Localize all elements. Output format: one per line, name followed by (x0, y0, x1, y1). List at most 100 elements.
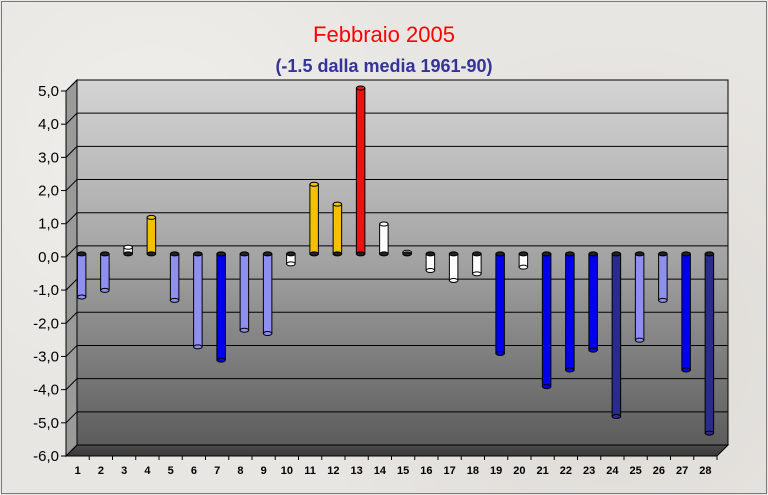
chart-subtitle: (-1.5 dalla media 1961-90) (275, 56, 493, 76)
bar-12 (332, 203, 343, 255)
bar-7 (216, 253, 226, 361)
gridline (65, 112, 728, 125)
bar-25 (634, 253, 645, 341)
x-tick-label: 20 (513, 465, 525, 477)
bar-cap (286, 261, 296, 267)
bar-cap (541, 384, 552, 390)
x-tick-label: 6 (191, 465, 197, 477)
x-tick-label: 15 (397, 465, 409, 477)
x-tick-label: 28 (699, 465, 711, 477)
bar-base-cap (658, 251, 668, 257)
x-tick-label: 4 (144, 465, 151, 477)
bar-27 (681, 253, 691, 371)
gridline (65, 245, 728, 258)
bar-cap (472, 271, 482, 277)
x-tick-label: 23 (583, 465, 595, 477)
bar-base-cap (332, 251, 343, 257)
bar-cap (658, 297, 668, 303)
bar-base-cap (472, 251, 482, 257)
bar-cap (425, 268, 436, 273)
bar-21 (541, 253, 552, 388)
bar-13 (355, 87, 366, 255)
bar-4 (146, 216, 157, 255)
y-tick-label: -3,0 (33, 348, 59, 365)
x-tick-label: 10 (281, 465, 293, 477)
x-tick-label: 11 (304, 465, 316, 477)
bar-cap (332, 201, 343, 207)
bar-cap (239, 327, 250, 333)
bar-base-cap (518, 251, 529, 257)
y-tick-label: -2,0 (33, 315, 59, 332)
gridline (65, 344, 728, 357)
bar-22 (565, 253, 575, 371)
bar-28 (704, 253, 715, 434)
bar-cap (309, 181, 319, 187)
bar-24 (611, 253, 622, 417)
bar-cap (216, 357, 226, 363)
gridline (65, 212, 728, 225)
bar-base-cap (146, 251, 157, 257)
y-tick-label: 0,0 (38, 249, 59, 266)
bar-17 (448, 253, 459, 281)
chart-title: Febbraio 2005 (313, 22, 455, 47)
bar-base-cap (193, 251, 203, 257)
bar-base-cap (309, 251, 319, 257)
y-tick-label: -4,0 (33, 382, 59, 399)
bar-base-cap (402, 251, 412, 257)
bar-cap (611, 414, 622, 419)
x-tick-label: 5 (168, 465, 174, 477)
plot-side-wall (65, 78, 78, 458)
x-tick-label: 14 (374, 465, 387, 477)
bar-base-cap (588, 251, 598, 257)
bar-cap (379, 221, 389, 227)
x-tick-label: 2 (98, 465, 104, 477)
bar-base-cap (565, 251, 575, 257)
bar-cap (193, 344, 203, 350)
x-tick-label: 1 (75, 465, 81, 477)
bar-base-cap (286, 251, 296, 257)
bar-base-cap (216, 251, 226, 257)
x-tick-label: 16 (420, 465, 432, 477)
bar-cap (448, 277, 459, 283)
bar-base-cap (169, 251, 180, 257)
bar-26 (658, 253, 668, 301)
x-tick-label: 18 (467, 465, 479, 477)
y-tick-label: 2,0 (38, 183, 59, 200)
plot-area: 5,0 4,0 3,0 2,0 1,0 0,0 -1,0 -2,0 -3,0 -4,0 -5,0 -6… (33, 78, 730, 477)
bar-8 (239, 253, 250, 331)
bar-cap (495, 350, 505, 356)
gridline (65, 145, 728, 158)
bar-cap (565, 367, 575, 373)
bar-base-cap (100, 251, 110, 257)
bar-14 (379, 223, 389, 255)
bar-base-cap (611, 251, 622, 257)
plot-floor (64, 444, 730, 457)
bar-cap (681, 367, 691, 373)
bar-11 (309, 183, 319, 255)
bar-base-cap (704, 251, 715, 257)
bar-base-cap (262, 251, 273, 257)
gridline (65, 311, 728, 324)
bar-1 (76, 253, 87, 298)
bar-base-cap (379, 251, 389, 257)
y-tick-label: -6,0 (33, 448, 59, 465)
y-tick-label: -1,0 (33, 282, 59, 299)
bar-base-cap (76, 251, 87, 257)
x-tick-label: 22 (560, 465, 572, 477)
bar-base-cap (541, 251, 552, 257)
gridline (65, 378, 728, 390)
bar-cap (704, 430, 715, 436)
bar-cap (76, 294, 87, 300)
x-tick-label: 27 (676, 465, 688, 477)
gridline (65, 179, 728, 191)
bar-18 (472, 253, 482, 275)
bar-base-cap (239, 251, 250, 257)
x-tick-label: 9 (261, 465, 267, 477)
bar-cap (123, 244, 133, 250)
gridline (65, 444, 728, 457)
x-tick-label: 25 (630, 465, 642, 477)
bar-cap (588, 347, 598, 353)
bar-base-cap (495, 251, 505, 257)
bar-cap (169, 297, 180, 303)
